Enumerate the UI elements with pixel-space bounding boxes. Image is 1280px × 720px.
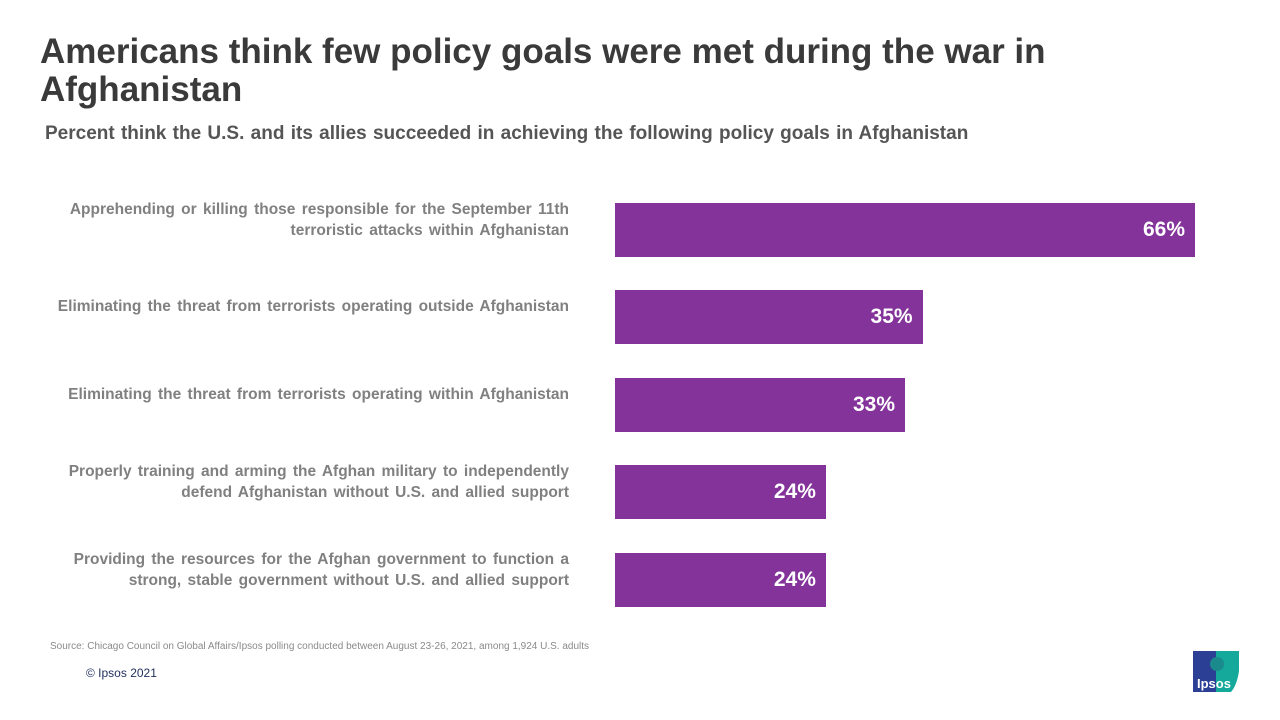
svg-text:Ipsos: Ipsos (1197, 676, 1231, 691)
category-label: Providing the resources for the Afghan g… (73, 550, 569, 589)
source-note: Source: Chicago Council on Global Affair… (50, 641, 590, 652)
ipsos-logo: Ipsos (1193, 651, 1239, 692)
bar (615, 290, 923, 344)
bar (615, 378, 905, 432)
copyright: © Ipsos 2021 (86, 666, 157, 680)
category-label: Eliminating the threat from terrorists o… (68, 386, 569, 403)
value-label: 35% (870, 305, 913, 328)
chart-subtitle: Percent think the U.S. and its allies su… (45, 123, 969, 144)
value-label: 24% (773, 480, 816, 503)
value-label: 33% (852, 393, 895, 416)
page-title: Americans think few policy goals were me… (40, 32, 1046, 109)
value-label: 24% (773, 568, 816, 591)
bar (615, 203, 1195, 257)
category-label: Eliminating the threat from terrorists o… (57, 298, 569, 315)
category-label: Properly training and arming the Afghan … (68, 462, 569, 501)
bar (615, 465, 826, 519)
bar (615, 553, 826, 607)
value-label: 66% (1142, 218, 1185, 241)
category-label: Apprehending or killing those responsibl… (69, 200, 569, 239)
